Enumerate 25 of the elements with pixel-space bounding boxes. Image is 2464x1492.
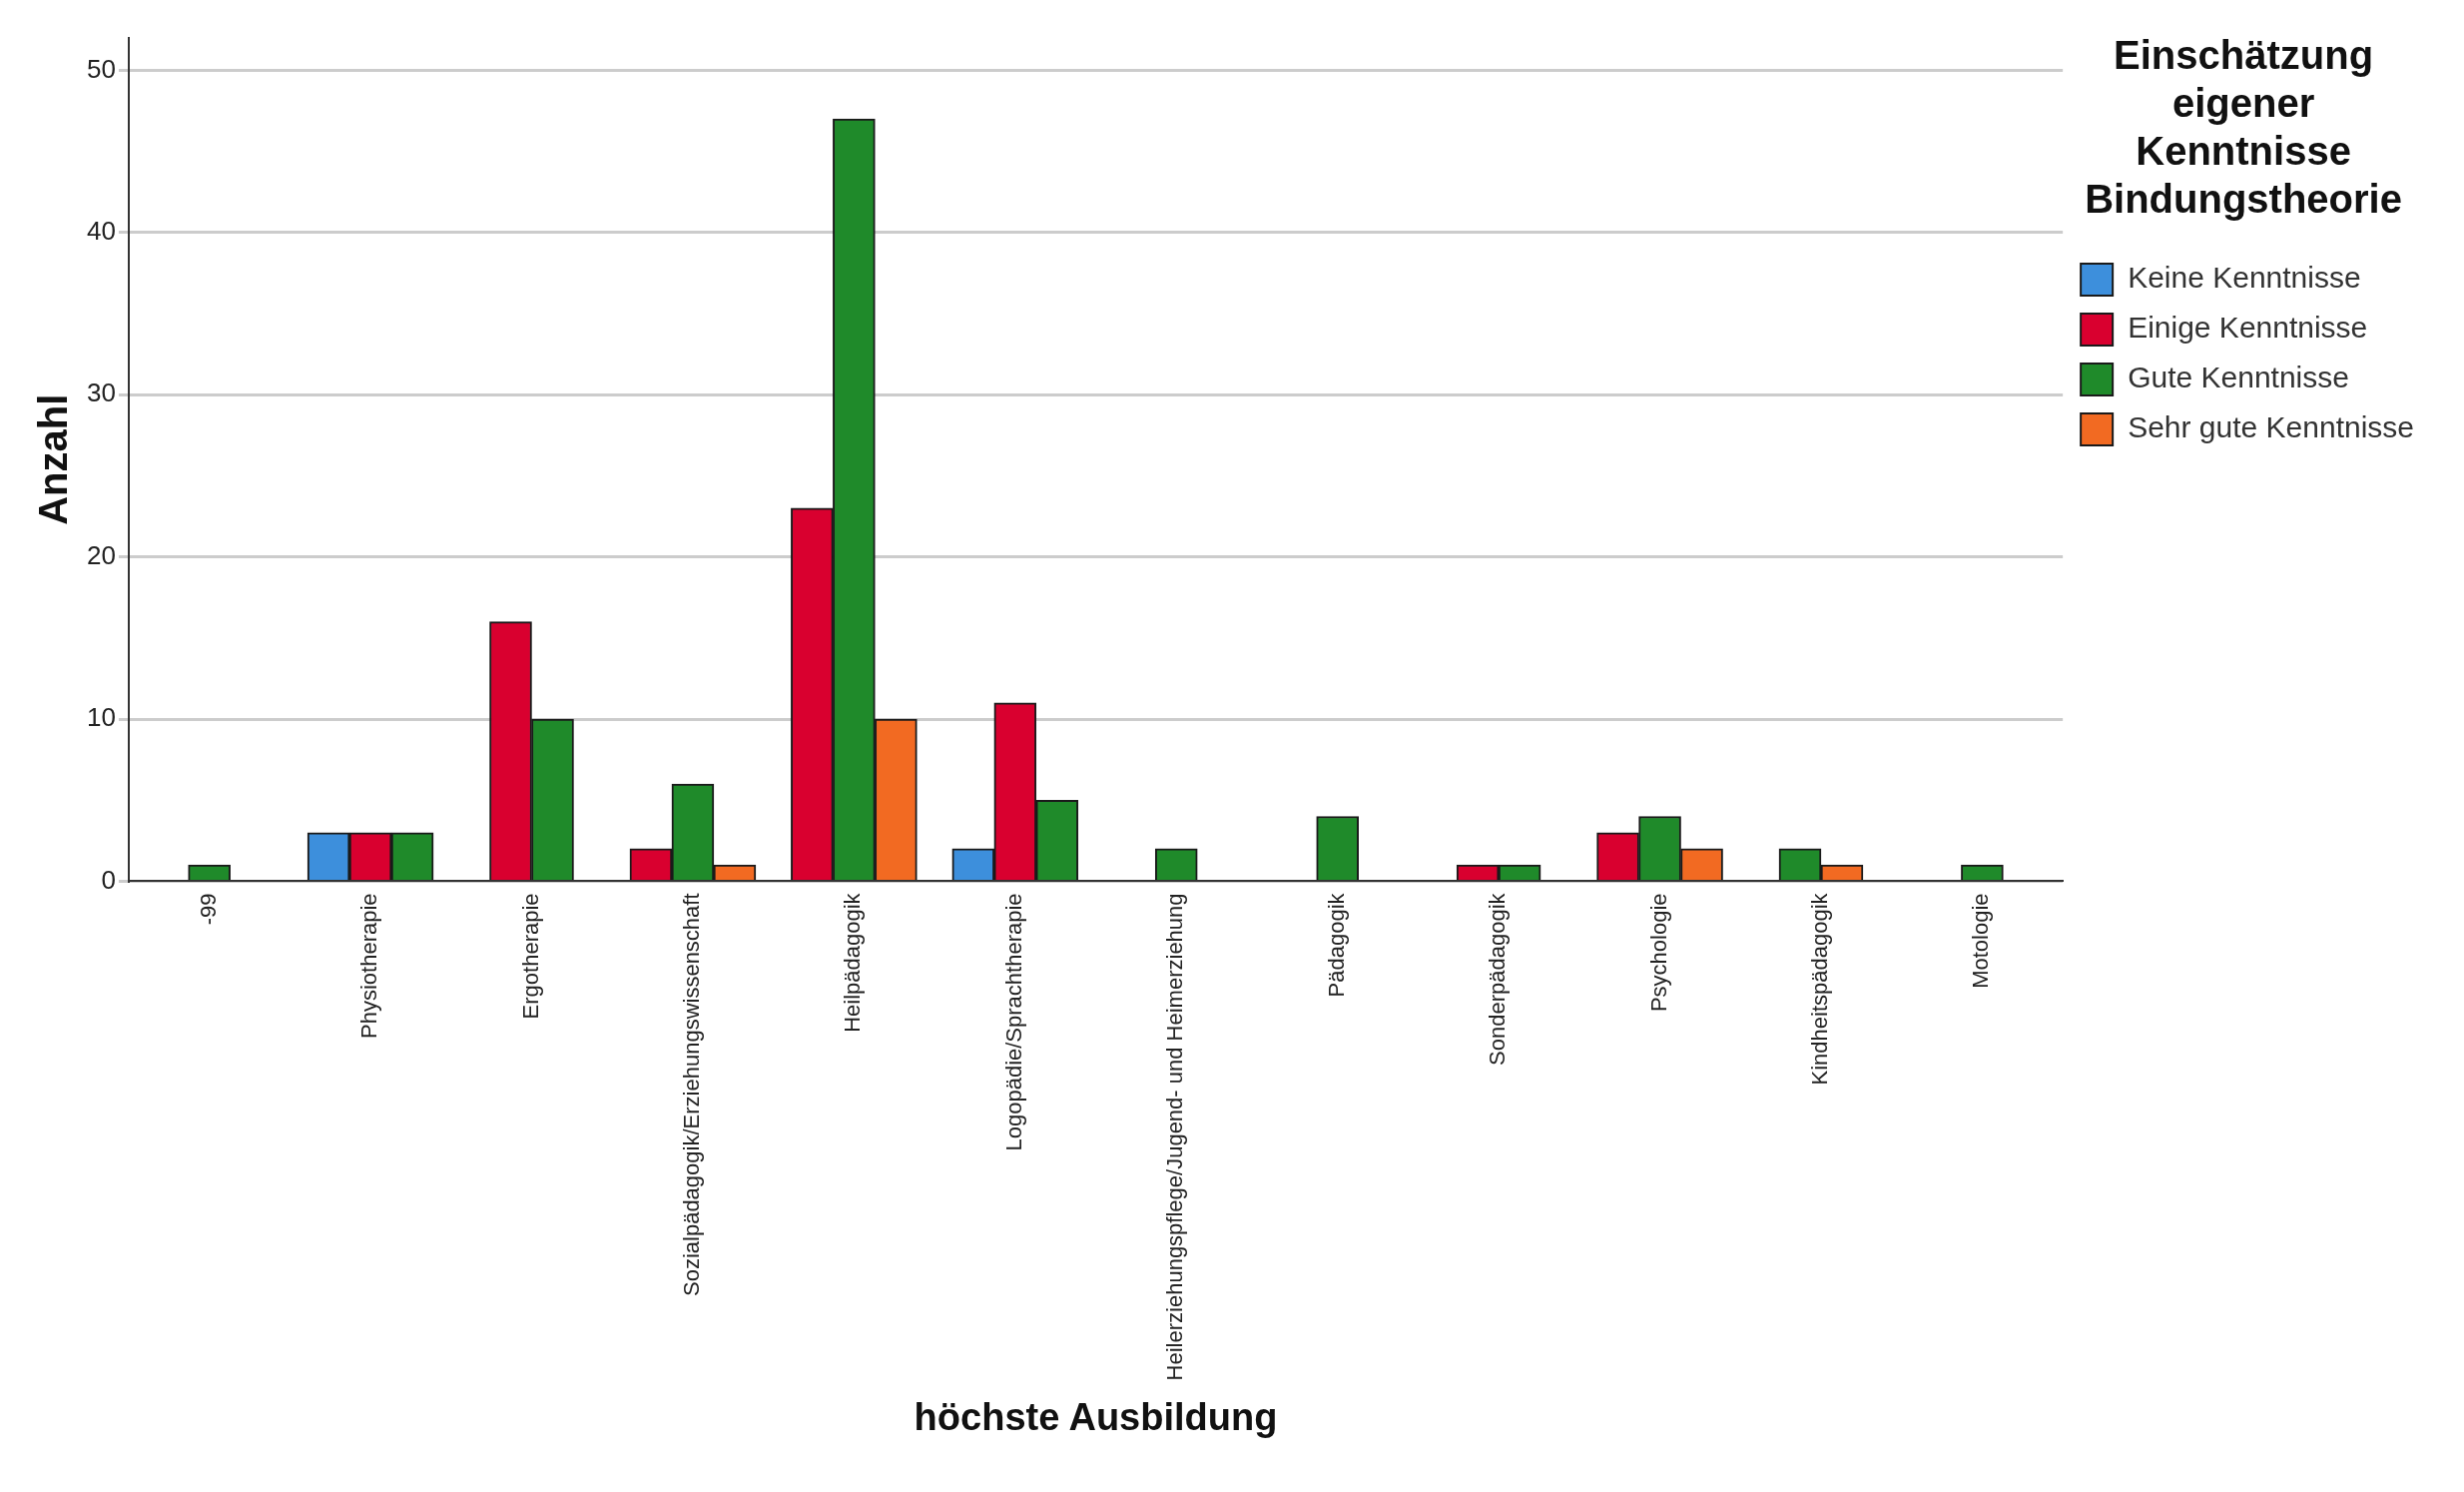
x-tick-label: Sonderpädagogik (1485, 892, 1511, 1066)
x-tick-label: Ergotherapie (517, 893, 543, 1020)
y-tick-label: 40 (87, 216, 116, 247)
x-tick-label: -99 (195, 893, 221, 926)
y-tick-label: 0 (101, 864, 116, 895)
legend-label: Keine Kenntnisse (2128, 261, 2361, 295)
x-tick-label: Heilpädagogik (840, 892, 866, 1033)
legend-label: Sehr gute Kenntnisse (2128, 410, 2415, 444)
legend-label: Einige Kenntnisse (2128, 311, 2368, 345)
y-axis-title: Anzahl (31, 393, 76, 525)
x-tick-label: Logopädie/Sprachtherapie (1000, 893, 1026, 1151)
y-tick-label: 10 (87, 702, 116, 733)
y-tick-label: 30 (87, 377, 116, 408)
y-tick-label: 20 (87, 539, 116, 570)
legend-label: Gute Kenntnisse (2128, 361, 2349, 394)
x-tick-label: Physiotherapie (356, 893, 382, 1039)
legend-title: Einschätzung eigener Kenntnisse Bindungstheorie (2085, 33, 2402, 222)
x-tick-label: Pädagogik (1323, 892, 1349, 998)
x-tick-label: Kindheitspädagogik (1807, 892, 1833, 1086)
x-tick-label: Psychologie (1645, 893, 1671, 1013)
x-axis-title: höchste Ausbildung (914, 1395, 1278, 1438)
x-tick-label: Motologie (1968, 893, 1994, 989)
x-tick-label: Sozialpädagogik/Erziehungswissenschaft (679, 893, 704, 1296)
x-tick-label: Heilerziehungspflege/Jugend- und Heimerziehung (1162, 893, 1188, 1381)
y-tick-label: 50 (87, 53, 116, 84)
